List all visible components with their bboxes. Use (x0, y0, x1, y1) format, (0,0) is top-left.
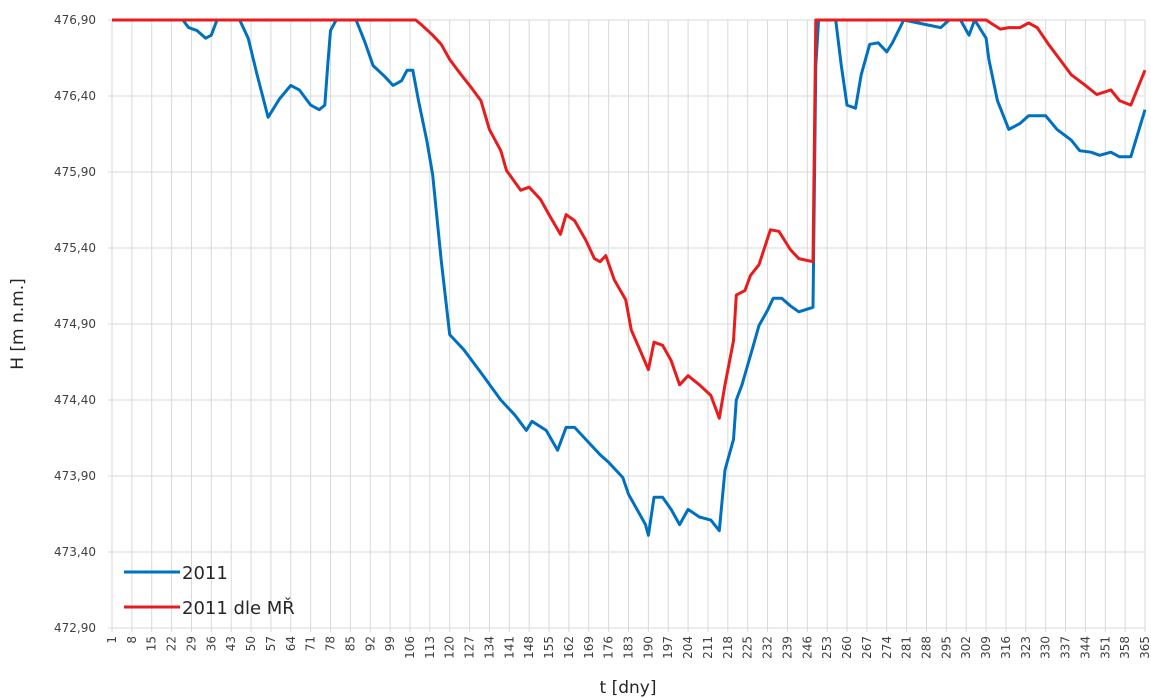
x-tick-label: 15 (145, 636, 159, 651)
series-line (112, 18, 1147, 537)
x-tick-label: 218 (721, 636, 735, 659)
y-tick-label: 475,90 (54, 165, 96, 179)
legend-label: 2011 dle MŘ (182, 597, 295, 619)
x-tick-label: 316 (999, 636, 1013, 659)
x-tick-label: 127 (463, 636, 477, 659)
x-tick-label: 351 (1098, 636, 1112, 659)
x-tick-label: 1 (105, 636, 119, 644)
x-tick-label: 232 (761, 636, 775, 659)
y-tick-label: 476,90 (54, 13, 96, 27)
x-tick-label: 92 (363, 636, 377, 651)
x-tick-label: 8 (125, 636, 139, 644)
x-tick-label: 50 (244, 636, 258, 651)
x-tick-label: 225 (741, 636, 755, 659)
x-tick-label: 260 (840, 636, 854, 659)
x-tick-label: 113 (423, 636, 437, 659)
plot-area (112, 18, 1147, 537)
x-tick-label: 323 (1019, 636, 1033, 659)
y-tick-label: 473,40 (54, 545, 96, 559)
x-tick-label: 78 (324, 636, 338, 651)
x-tick-label: 134 (482, 636, 496, 659)
x-tick-label: 274 (880, 636, 894, 659)
y-tick-label: 472,90 (54, 621, 96, 635)
y-tick-label: 476,40 (54, 89, 96, 103)
x-tick-label: 302 (959, 636, 973, 659)
x-tick-label: 71 (304, 636, 318, 651)
x-tick-label: 43 (224, 636, 238, 651)
x-tick-label: 176 (602, 636, 616, 659)
y-tick-label: 474,40 (54, 393, 96, 407)
x-tick-label: 330 (1039, 636, 1053, 659)
x-tick-label: 36 (204, 636, 218, 651)
x-tick-label: 239 (780, 636, 794, 659)
x-tick-label: 309 (979, 636, 993, 659)
x-tick-label: 106 (403, 636, 417, 659)
x-tick-label: 57 (264, 636, 278, 651)
x-tick-label: 344 (1078, 636, 1092, 659)
x-tick-label: 337 (1059, 636, 1073, 659)
x-tick-label: 141 (502, 636, 516, 659)
x-tick-label: 29 (184, 636, 198, 651)
y-axis-title: H [m n.m.] (8, 278, 28, 370)
y-tick-label: 474,90 (54, 317, 96, 331)
labels: 472,90 473,40 473,90 474,40 474,90 475,40 475,… (54, 13, 1151, 659)
x-tick-label: 358 (1118, 636, 1132, 659)
x-tick-label: 288 (919, 636, 933, 659)
x-tick-label: 183 (622, 636, 636, 659)
x-tick-label: 267 (860, 636, 874, 659)
x-tick-label: 246 (800, 636, 814, 659)
x-tick-label: 204 (681, 636, 695, 659)
x-tick-label: 253 (820, 636, 834, 659)
grid (108, 19, 1146, 632)
x-tick-label: 22 (165, 636, 179, 651)
legend-label: 2011 (182, 563, 228, 584)
x-tick-label: 148 (522, 636, 536, 659)
x-axis-title: t [dny] (600, 678, 657, 698)
x-tick-label: 281 (900, 636, 914, 659)
x-tick-label: 190 (641, 636, 655, 659)
x-tick-label: 99 (383, 636, 397, 651)
x-tick-label: 197 (661, 636, 675, 659)
x-tick-label: 295 (939, 636, 953, 659)
x-tick-label: 211 (701, 636, 715, 659)
y-tick-label: 473,90 (54, 469, 96, 483)
x-tick-label: 85 (343, 636, 357, 651)
x-tick-label: 120 (443, 636, 457, 659)
x-tick-label: 169 (582, 636, 596, 659)
y-tick-label: 475,40 (54, 241, 96, 255)
x-tick-label: 162 (562, 636, 576, 659)
x-tick-label: 64 (284, 636, 298, 651)
series-line (112, 18, 1147, 420)
legend: 2011 2011 dle MŘ (124, 563, 295, 619)
x-tick-label: 155 (542, 636, 556, 659)
x-tick-label: 365 (1138, 636, 1151, 659)
